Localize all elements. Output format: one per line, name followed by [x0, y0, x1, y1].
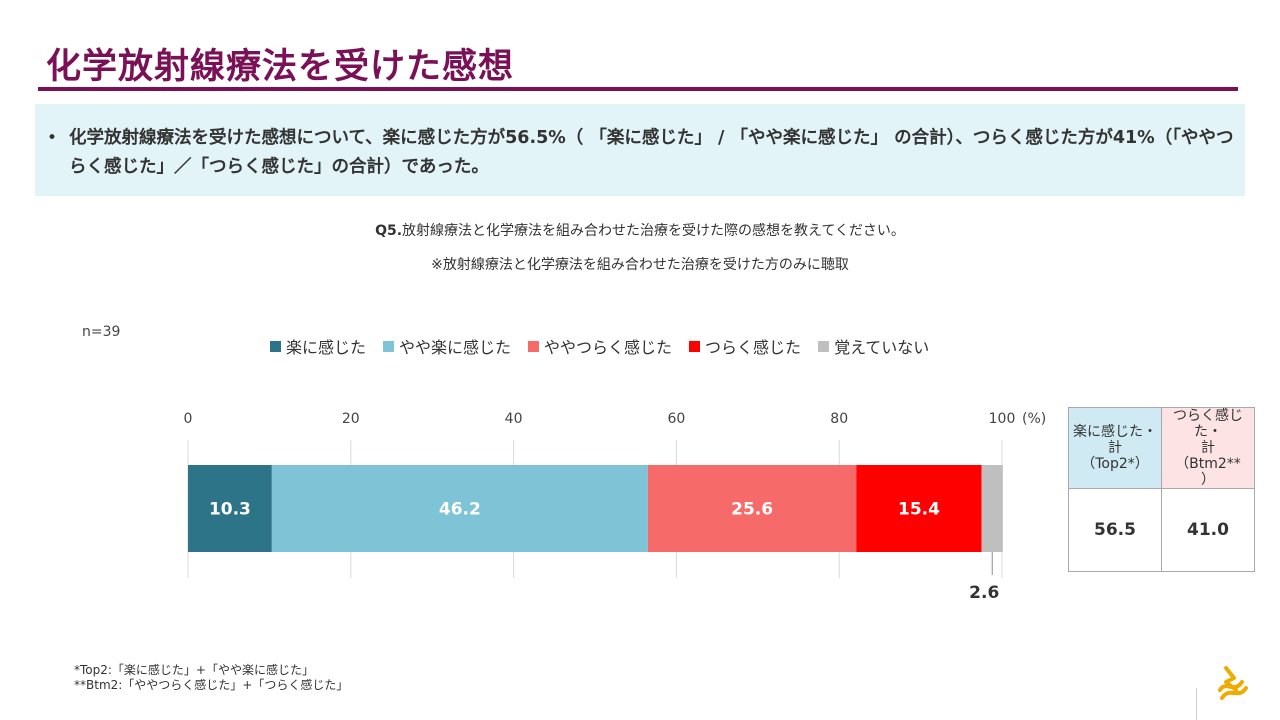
legend-swatch: [689, 340, 701, 352]
top2-header: 楽に感じた・ 計 （Top2*）: [1068, 407, 1162, 489]
btm2-header-line: 計: [1201, 440, 1215, 456]
top2-value: 56.5: [1068, 488, 1162, 572]
legend-swatch: [270, 340, 281, 352]
tick-label: 40: [505, 411, 523, 427]
question-label: Q5.: [375, 223, 403, 239]
axis-unit-label: (%): [1022, 411, 1046, 427]
data-label: 25.6: [731, 500, 773, 520]
bar-segment: [647, 465, 857, 552]
legend-swatch: [383, 340, 395, 352]
legend-swatch: [528, 340, 540, 352]
data-label: 15.4: [898, 500, 940, 520]
footnote-top2: *Top2:「楽に感じた」+「やや楽に感じた」: [74, 663, 314, 677]
legend-item: 覚えていない: [818, 334, 929, 358]
chart-legend: 楽に感じた やや楽に感じた ややつらく感じた つらく感じた 覚えていない: [270, 334, 946, 358]
bar-segment: [188, 465, 272, 552]
page-title: 化学放射線療法を受けた感想: [46, 47, 515, 87]
legend-label: 覚えていない: [834, 338, 930, 357]
bar-segment: [271, 465, 648, 552]
legend-item: つらく感じた: [689, 334, 801, 358]
legend-label: 楽に感じた: [286, 338, 367, 357]
btm2-value: 41.0: [1161, 488, 1255, 572]
btm2-header-line: ）: [1201, 472, 1215, 488]
data-label: 10.3: [209, 500, 251, 520]
summary-text: 化学放射線療法を受けた感想について、楽に感じた方が56.5%（ 「楽に感じた」 …: [69, 128, 1234, 177]
tick-label: 0: [184, 411, 193, 427]
tick-label: 80: [830, 411, 848, 427]
bar-segment: [981, 465, 1003, 552]
legend-item: やや楽に感じた: [383, 334, 511, 358]
question-line: Q5.放射線療法と化学療法を組み合わせた治療を受けた際の感想を教えてください。: [0, 220, 1280, 240]
legend-item: ややつらく感じた: [528, 334, 672, 358]
legend-label: ややつらく感じた: [544, 338, 673, 357]
footer-divider: [1196, 688, 1197, 720]
tick-label: 100: [989, 411, 1016, 427]
legend-label: つらく感じた: [705, 338, 802, 357]
legend-label: やや楽に感じた: [399, 338, 512, 357]
sample-size: n=39: [82, 324, 121, 340]
top2-header-line: 楽に感じた・: [1073, 424, 1157, 440]
legend-swatch: [818, 340, 830, 352]
question-note: ※放射線療法と化学療法を組み合わせた治療を受けた方のみに聴取: [431, 257, 849, 273]
tick-label: 20: [342, 411, 360, 427]
btm2-header: つらく感じた・ 計 （Btm2** ）: [1161, 407, 1255, 489]
footnotes: *Top2:「楽に感じた」+「やや楽に感じた」 **Btm2:「ややつらく感じた…: [74, 663, 348, 693]
btm2-header-line: （Btm2**: [1175, 456, 1241, 472]
data-label: 46.2: [439, 500, 481, 520]
summary-box: • 化学放射線療法を受けた感想について、楽に感じた方が56.5%（ 「楽に感じた…: [35, 104, 1245, 196]
data-label: 2.6: [969, 583, 999, 603]
footnote-btm2: **Btm2:「ややつらく感じた」+「つらく感じた」: [74, 678, 349, 692]
btm2-header-line: つらく感じた・: [1173, 408, 1243, 440]
question-text: 放射線療法と化学療法を組み合わせた治療を受けた際の感想を教えてください。: [402, 223, 905, 239]
title-divider: [38, 87, 1238, 91]
company-logo-icon: [1218, 666, 1248, 700]
summary-table: 楽に感じた・ 計 （Top2*） つらく感じた・ 計 （Btm2** ） 56.…: [1068, 407, 1255, 572]
bar-segment: [856, 465, 982, 552]
legend-item: 楽に感じた: [270, 334, 366, 358]
summary-bullet: •: [47, 128, 58, 148]
top2-header-line: 計: [1108, 440, 1122, 456]
tick-label: 60: [667, 411, 685, 427]
top2-header-line: （Top2*）: [1081, 456, 1149, 472]
